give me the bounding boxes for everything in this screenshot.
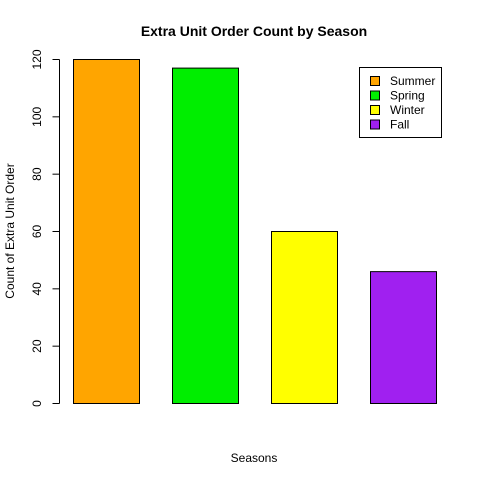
legend-label-fall: Fall: [390, 118, 409, 132]
legend-label-spring: Spring: [390, 89, 425, 103]
bars: [73, 59, 437, 404]
y-tick-label: 80: [30, 167, 44, 181]
y-tick-label: 40: [30, 282, 44, 296]
y-axis-label: Count of Extra Unit Order: [3, 163, 17, 298]
y-tick-label: 0: [30, 400, 44, 407]
legend-label-summer: Summer: [390, 74, 435, 88]
legend-swatch-spring: [370, 90, 380, 101]
legend-swatch-fall: [370, 119, 380, 130]
y-tick-label: 120: [30, 49, 44, 69]
chart-title: Extra Unit Order Count by Season: [141, 23, 367, 39]
bar-summer: [73, 59, 140, 404]
legend-swatch-winter: [370, 105, 380, 115]
y-tick-label: 20: [30, 339, 44, 353]
y-axis: 0 20 40 60 80 100 120: [30, 49, 60, 407]
bar-spring: [172, 67, 239, 404]
bar-winter: [271, 231, 338, 404]
y-tick-label: 60: [30, 225, 44, 239]
legend-swatch-summer: [370, 76, 380, 86]
y-tick-label: 100: [30, 107, 44, 127]
x-axis-label: Seasons: [231, 451, 278, 465]
legend-label-winter: Winter: [390, 103, 425, 117]
bar-fall: [370, 271, 437, 404]
